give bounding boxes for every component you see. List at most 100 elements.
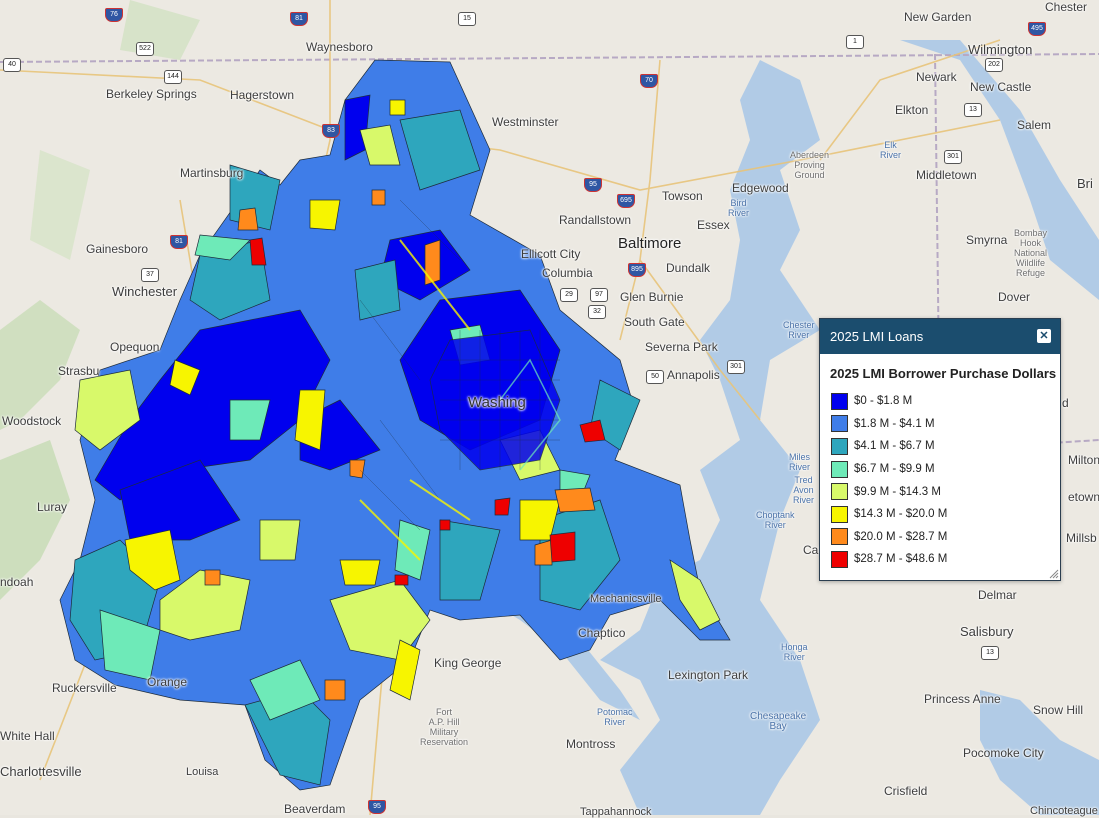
place-label-newark: Newark [916,70,957,84]
place-label-randallstown: Randallstown [559,213,632,227]
water-label-potomac: Potomac River [597,707,633,727]
interstate-shield: 495 [1028,22,1046,36]
legend-swatch [831,437,848,455]
legend-item-label: $6.7 M - $9.9 M [854,463,935,476]
legend-item-label: $4.1 M - $6.7 M [854,440,935,453]
place-label-winchester: Winchester [112,284,178,299]
place-label-essex: Essex [697,218,730,232]
route-shield: 50 [646,370,664,384]
place-label-charlottesville: Charlottesville [0,764,82,779]
legend-item-label: $1.8 M - $4.1 M [854,417,935,430]
resize-grip-icon[interactable] [1049,569,1059,579]
legend-swatch [831,392,848,410]
place-label-opequon: Opequon [110,340,160,354]
route-shield: 15 [458,12,476,26]
place-label-crisfield: Crisfield [884,784,928,798]
place-label-severna-park: Severna Park [645,340,718,354]
place-label-montross: Montross [566,737,616,751]
route-shield: 32 [588,305,606,319]
legend-item: $6.7 M - $9.9 M [820,458,1060,481]
place-label-martinsburg: Martinsburg [180,166,244,180]
berkeley-springs-text: Berkeley Springs [106,87,197,101]
place-label-new-castle: New Castle [970,80,1032,94]
legend-swatch [831,528,848,546]
place-label-westminster: Westminster [492,115,559,129]
water-label-tred-avon: Tred Avon River [793,475,815,505]
interstate-shield: 95 [368,800,386,814]
place-label-chincoteague: Chincoteague [1030,805,1098,817]
interstate-shield: 83 [322,124,340,138]
place-label-tappahannock: Tappahannock [580,806,652,818]
place-label-strasburg: Strasbu [58,364,100,378]
place-label-south-gate: South Gate [624,315,685,329]
route-shield: 13 [964,103,982,117]
choropleth-tracts [59,59,731,791]
place-label-annapolis: Annapolis [667,368,720,382]
place-label-wilmington: Wilmington [968,42,1033,57]
route-shield: 301 [944,150,962,164]
close-icon[interactable]: ✕ [1037,329,1051,343]
legend-item: $1.8 M - $4.1 M [820,413,1060,436]
place-label-dover: Dover [998,290,1031,304]
route-shield: 97 [590,288,608,302]
park-label-bombay-hook: Bombay Hook National Wildlife Refuge [1014,228,1048,278]
place-label-berkeley-springs: Berkeley Springs [106,88,197,101]
route-shield: 40 [3,58,21,72]
place-label-d-edge: d [1062,396,1069,410]
place-label-baltimore: Baltimore [618,235,682,252]
legend-subtitle: 2025 LMI Borrower Purchase Dollars [830,366,1057,381]
interstate-shield: 695 [617,194,635,208]
place-label-edgewood: Edgewood [732,181,789,195]
place-label-beaverdam: Beaverdam [284,802,346,816]
place-label-millsboro: Millsb [1066,531,1097,545]
water-label-miles-river: Miles River [789,452,811,472]
legend-item-label: $9.9 M - $14.3 M [854,485,941,498]
interstate-shield: 81 [170,235,188,249]
legend-item: $9.9 M - $14.3 M [820,480,1060,503]
water-label-chester-river: Chester River [783,320,815,340]
legend-item: $28.7 M - $48.6 M [820,548,1060,571]
legend-swatch [831,415,848,433]
park-label-aberdeen: Aberdeen Proving Ground [790,150,830,180]
legend-item-label: $14.3 M - $20.0 M [854,508,948,521]
place-label-princess-anne: Princess Anne [924,692,1001,706]
legend-swatch [831,550,848,568]
park-label-fort-ap-hill: Fort A.P. Hill Military Reservation [420,707,469,747]
place-label-elkton: Elkton [895,103,929,117]
legend-item-label: $28.7 M - $48.6 M [854,553,948,566]
route-shield: 13 [981,646,999,660]
route-shield: 1 [846,35,864,49]
place-label-dundalk: Dundalk [666,261,711,275]
place-label-milton: Milton [1068,453,1099,467]
place-label-lexington-park: Lexington Park [668,668,749,682]
place-label-salisbury: Salisbury [960,624,1014,639]
interstate-shield: 76 [105,8,123,22]
place-label-columbia: Columbia [542,266,593,280]
water-label-honga: Honga River [781,642,808,662]
place-label-luray: Luray [37,500,68,514]
place-label-smyrna: Smyrna [966,233,1008,247]
interstate-shield: 81 [290,12,308,26]
route-shield: 37 [141,268,159,282]
route-shield: 144 [164,70,182,84]
interstate-shield: 70 [640,74,658,88]
place-label-snow-hill: Snow Hill [1033,703,1084,717]
legend-panel[interactable]: 2025 LMI Loans ✕ 2025 LMI Borrower Purch… [819,318,1061,581]
legend-title: 2025 LMI Loans [830,329,924,344]
place-label-louisa: Louisa [186,766,219,778]
legend-item-label: $0 - $1.8 M [854,395,913,408]
place-label-andoah: ndoah [0,575,34,589]
legend-item-label: $20.0 M - $28.7 M [854,530,948,543]
interstate-shield: 95 [584,178,602,192]
place-label-georgetown: etown [1068,490,1099,504]
legend-swatch [831,505,848,523]
place-label-pocomoke-city: Pocomoke City [963,746,1044,760]
water-label-choptank: Choptank River [756,510,795,530]
route-shield: 301 [727,360,745,374]
place-label-towson: Towson [662,189,703,203]
legend-swatch [831,483,848,501]
interstate-shield: 895 [628,263,646,277]
legend-items: $0 - $1.8 M $1.8 M - $4.1 M $4.1 M - $6.7 … [820,390,1060,571]
legend-item: $0 - $1.8 M [820,390,1060,413]
place-label-middletown: Middletown [916,168,977,182]
